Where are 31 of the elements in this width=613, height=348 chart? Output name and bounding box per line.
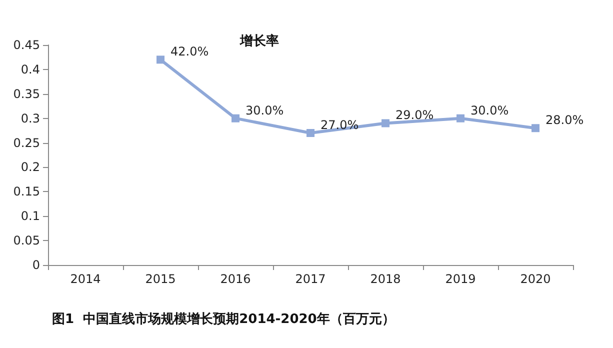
x-tick-label: 2020 [520, 272, 551, 286]
y-tick-label: 0.25 [13, 136, 40, 150]
y-tick-label: 0 [32, 258, 40, 272]
x-tick-label: 2015 [145, 272, 176, 286]
point [156, 56, 164, 64]
data-label: 29.0% [396, 108, 434, 122]
x-tick-label: 2019 [445, 272, 476, 286]
data-label: 30.0% [246, 103, 284, 118]
point [456, 114, 464, 122]
data-label: 42.0% [170, 44, 209, 59]
x-tick-label: 2018 [370, 272, 401, 286]
chart-title: 增长率 [239, 33, 279, 49]
point [306, 129, 314, 137]
caption: 图1 中国直线市场规模增长预期2014-2020年（百万元） [52, 311, 395, 327]
y-tick-label: 0.35 [13, 86, 40, 101]
y-tick-label: 0.05 [13, 234, 40, 248]
point [232, 114, 240, 122]
x-tick-label: 2014 [70, 272, 101, 286]
x-tick-label: 2016 [220, 272, 251, 286]
data-label: 28.0% [546, 113, 584, 128]
x-tick-label: 2017 [295, 272, 326, 286]
y-tick-label: 0.45 [13, 38, 40, 52]
y-tick-label: 0.2 [20, 160, 40, 174]
y-tick-label: 0.15 [13, 184, 40, 199]
data-label: 30.0% [470, 103, 509, 118]
data-label: 27.0% [320, 118, 359, 132]
point [382, 119, 390, 128]
y-tick-label: 0.3 [20, 111, 40, 126]
y-tick-label: 0.1 [20, 209, 40, 224]
point [532, 124, 540, 132]
y-tick-label: 0.4 [20, 62, 40, 76]
